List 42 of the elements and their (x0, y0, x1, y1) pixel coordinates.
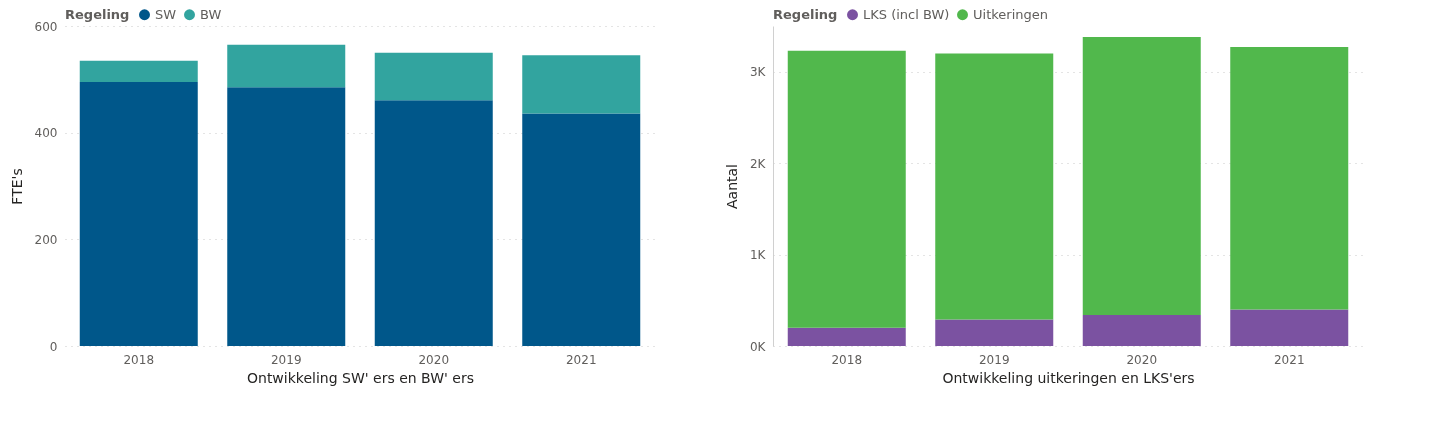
bar (1230, 309, 1349, 346)
bar (522, 55, 641, 114)
x-axis-title: Ontwikkeling SW' ers en BW' ers (246, 369, 475, 386)
bar (787, 50, 906, 328)
x-tick-label: 2018 (831, 352, 863, 367)
legend-label: Uitkeringen (973, 6, 1048, 22)
bar (935, 319, 1054, 346)
bar (1230, 47, 1349, 310)
bar (79, 82, 198, 346)
bar (1082, 314, 1201, 346)
y-tick-label: 0 (49, 339, 58, 354)
x-tick-label: 2020 (418, 352, 450, 367)
y-tick-label: 0K (749, 339, 767, 354)
legend-title: Regeling (773, 7, 838, 22)
legend-label: SW (155, 6, 177, 22)
x-tick-label: 2020 (1126, 352, 1158, 367)
y-tick-label: 400 (34, 126, 58, 141)
y-tick-label: 2K (749, 156, 767, 171)
bar (227, 87, 346, 346)
x-axis-title: Ontwikkeling uitkeringen en LKS'ers (942, 369, 1195, 386)
bar (227, 44, 346, 88)
bar (374, 100, 493, 346)
x-tick-label: 2019 (270, 352, 302, 367)
x-tick-label: 2021 (1273, 352, 1305, 367)
legend-label: LKS (incl BW) (863, 6, 950, 22)
bar (787, 327, 906, 346)
y-axis-title: Aantal (724, 164, 740, 209)
legend-title: Regeling (65, 7, 130, 22)
y-tick-label: 200 (34, 232, 58, 247)
legend-label: BW (200, 6, 222, 22)
bar (522, 113, 641, 346)
x-tick-label: 2018 (123, 352, 155, 367)
y-tick-label: 600 (34, 19, 58, 34)
y-axis-title: FTE's (8, 168, 25, 205)
x-tick-label: 2019 (978, 352, 1010, 367)
bar (374, 52, 493, 101)
bar (79, 60, 198, 82)
bar (935, 53, 1054, 320)
y-tick-label: 1K (749, 248, 767, 263)
x-tick-label: 2021 (565, 352, 597, 367)
bar (1082, 36, 1201, 315)
y-tick-label: 3K (749, 65, 767, 80)
